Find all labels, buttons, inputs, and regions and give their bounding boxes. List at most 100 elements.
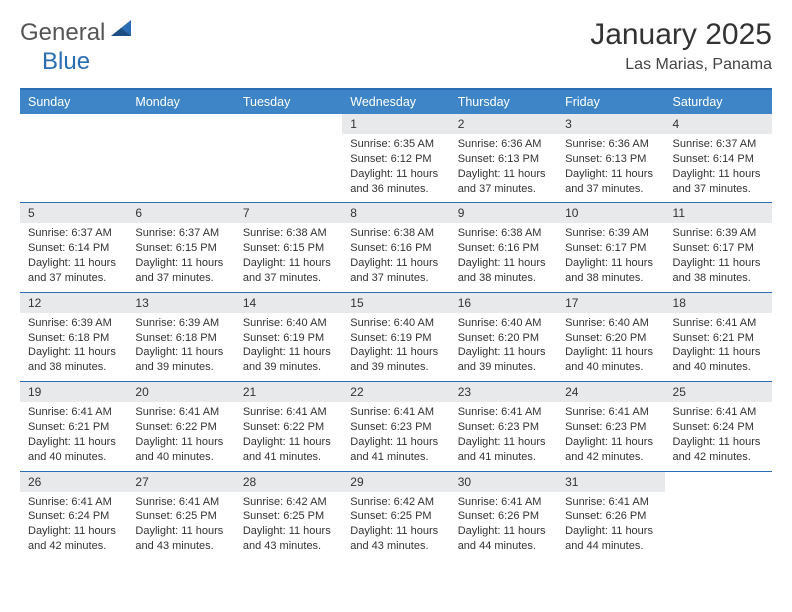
day-number-row: 5 [20, 203, 127, 223]
daylight-line: Daylight: 11 hours and 38 minutes. [565, 256, 656, 286]
sunrise-line: Sunrise: 6:38 AM [243, 226, 334, 241]
calendar: Sunday Monday Tuesday Wednesday Thursday… [20, 88, 772, 560]
daylight-line: Daylight: 11 hours and 38 minutes. [458, 256, 549, 286]
sunrise-line: Sunrise: 6:41 AM [565, 495, 656, 510]
day-number-row: 29 [342, 472, 449, 492]
daylight-line: Daylight: 11 hours and 37 minutes. [565, 167, 656, 197]
calendar-week: 1Sunrise: 6:35 AMSunset: 6:12 PMDaylight… [20, 114, 772, 202]
day-details: Sunrise: 6:37 AMSunset: 6:14 PMDaylight:… [20, 223, 127, 291]
daylight-line: Daylight: 11 hours and 42 minutes. [28, 524, 119, 554]
calendar-cell: 16Sunrise: 6:40 AMSunset: 6:20 PMDayligh… [450, 293, 557, 381]
calendar-cell: 3Sunrise: 6:36 AMSunset: 6:13 PMDaylight… [557, 114, 664, 202]
day-number-row: 8 [342, 203, 449, 223]
sunrise-line: Sunrise: 6:37 AM [28, 226, 119, 241]
day-number: 4 [673, 117, 680, 131]
sunset-line: Sunset: 6:14 PM [28, 241, 119, 256]
daylight-line: Daylight: 11 hours and 40 minutes. [28, 435, 119, 465]
sunset-line: Sunset: 6:13 PM [565, 152, 656, 167]
header: General January 2025 Las Marias, Panama [20, 18, 772, 74]
calendar-weeks: 1Sunrise: 6:35 AMSunset: 6:12 PMDaylight… [20, 114, 772, 560]
sunrise-line: Sunrise: 6:40 AM [350, 316, 441, 331]
sunset-line: Sunset: 6:23 PM [350, 420, 441, 435]
day-number: 20 [135, 385, 148, 399]
daylight-line: Daylight: 11 hours and 43 minutes. [350, 524, 441, 554]
sunrise-line: Sunrise: 6:41 AM [243, 405, 334, 420]
day-number-row: 18 [665, 293, 772, 313]
sunset-line: Sunset: 6:15 PM [135, 241, 226, 256]
day-number: 6 [135, 206, 142, 220]
calendar-cell: 28Sunrise: 6:42 AMSunset: 6:25 PMDayligh… [235, 472, 342, 560]
sunset-line: Sunset: 6:25 PM [350, 509, 441, 524]
day-details [20, 120, 127, 178]
daylight-line: Daylight: 11 hours and 39 minutes. [350, 345, 441, 375]
daylight-line: Daylight: 11 hours and 37 minutes. [458, 167, 549, 197]
day-of-week-row: Sunday Monday Tuesday Wednesday Thursday… [20, 90, 772, 114]
daylight-line: Daylight: 11 hours and 38 minutes. [28, 345, 119, 375]
sunrise-line: Sunrise: 6:37 AM [673, 137, 764, 152]
daylight-line: Daylight: 11 hours and 39 minutes. [458, 345, 549, 375]
daylight-line: Daylight: 11 hours and 37 minutes. [350, 256, 441, 286]
dow-tuesday: Tuesday [235, 90, 342, 114]
day-details: Sunrise: 6:39 AMSunset: 6:17 PMDaylight:… [665, 223, 772, 291]
title-block: January 2025 Las Marias, Panama [590, 18, 772, 74]
logo-text-primary: General [20, 19, 105, 47]
day-details: Sunrise: 6:41 AMSunset: 6:23 PMDaylight:… [450, 402, 557, 470]
day-details: Sunrise: 6:41 AMSunset: 6:23 PMDaylight:… [557, 402, 664, 470]
day-number-row: 20 [127, 382, 234, 402]
sunset-line: Sunset: 6:26 PM [565, 509, 656, 524]
daylight-line: Daylight: 11 hours and 36 minutes. [350, 167, 441, 197]
day-number: 3 [565, 117, 572, 131]
sunrise-line: Sunrise: 6:40 AM [565, 316, 656, 331]
sunset-line: Sunset: 6:22 PM [243, 420, 334, 435]
day-number-row: 22 [342, 382, 449, 402]
day-number-row: 2 [450, 114, 557, 134]
day-number-row: 7 [235, 203, 342, 223]
daylight-line: Daylight: 11 hours and 40 minutes. [135, 435, 226, 465]
calendar-week: 12 Sunrise: 6:39 AMSunset: 6:18 PMDayligh… [20, 292, 772, 381]
day-number-row: 14 [235, 293, 342, 313]
day-details: Sunrise: 6:36 AMSunset: 6:13 PMDaylight:… [450, 134, 557, 202]
sunrise-line: Sunrise: 6:41 AM [28, 405, 119, 420]
daylight-line: Daylight: 11 hours and 37 minutes. [673, 167, 764, 197]
daylight-line: Daylight: 11 hours and 44 minutes. [565, 524, 656, 554]
calendar-cell: 26Sunrise: 6:41 AMSunset: 6:24 PMDayligh… [20, 472, 127, 560]
calendar-cell: 27Sunrise: 6:41 AMSunset: 6:25 PMDayligh… [127, 472, 234, 560]
sunrise-line: Sunrise: 6:36 AM [458, 137, 549, 152]
dow-friday: Friday [557, 90, 664, 114]
day-number-row: 17 [557, 293, 664, 313]
sunset-line: Sunset: 6:18 PM [135, 331, 226, 346]
location-subtitle: Las Marias, Panama [590, 56, 772, 74]
day-details: Sunrise: 6:42 AMSunset: 6:25 PMDaylight:… [342, 492, 449, 560]
day-number-row: 23 [450, 382, 557, 402]
sunrise-line: Sunrise: 6:41 AM [135, 405, 226, 420]
sunset-line: Sunset: 6:25 PM [243, 509, 334, 524]
sunset-line: Sunset: 6:21 PM [673, 331, 764, 346]
sunrise-line: Sunrise: 6:41 AM [350, 405, 441, 420]
sunrise-line: Sunrise: 6:42 AM [243, 495, 334, 510]
day-number: 15 [350, 296, 363, 310]
sunset-line: Sunset: 6:19 PM [243, 331, 334, 346]
day-number: 1 [350, 117, 357, 131]
calendar-cell: 1Sunrise: 6:35 AMSunset: 6:12 PMDaylight… [342, 114, 449, 202]
day-number: 2 [458, 117, 465, 131]
day-number: 27 [135, 475, 148, 489]
day-number: 12 [28, 296, 41, 310]
calendar-cell: 31Sunrise: 6:41 AMSunset: 6:26 PMDayligh… [557, 472, 664, 560]
calendar-cell: 4Sunrise: 6:37 AMSunset: 6:14 PMDaylight… [665, 114, 772, 202]
calendar-cell: 17Sunrise: 6:40 AMSunset: 6:20 PMDayligh… [557, 293, 664, 381]
day-details: Sunrise: 6:38 AMSunset: 6:16 PMDaylight:… [450, 223, 557, 291]
day-details: Sunrise: 6:41 AMSunset: 6:24 PMDaylight:… [665, 402, 772, 470]
sunrise-line: Sunrise: 6:41 AM [28, 495, 119, 510]
calendar-cell: 19Sunrise: 6:41 AMSunset: 6:21 PMDayligh… [20, 382, 127, 470]
day-number: 18 [673, 296, 686, 310]
day-number: 26 [28, 475, 41, 489]
calendar-cell: 24Sunrise: 6:41 AMSunset: 6:23 PMDayligh… [557, 382, 664, 470]
daylight-line: Daylight: 11 hours and 39 minutes. [243, 345, 334, 375]
day-number-row: 1 [342, 114, 449, 134]
day-number-row: 6 [127, 203, 234, 223]
day-details: Sunrise: 6:41 AMSunset: 6:23 PMDaylight:… [342, 402, 449, 470]
day-number-row: 16 [450, 293, 557, 313]
dow-saturday: Saturday [665, 90, 772, 114]
day-details: Sunrise: 6:39 AMSunset: 6:18 PMDaylight:… [127, 313, 234, 381]
day-number-row: 12 [20, 293, 127, 313]
